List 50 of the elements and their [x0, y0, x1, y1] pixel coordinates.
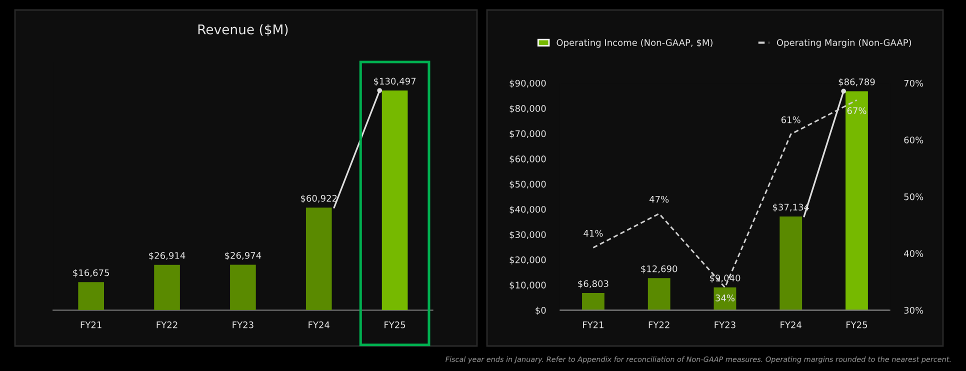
x-tick-label: FY24 — [780, 321, 802, 328]
data-label: 61% — [781, 116, 800, 124]
chart-title: Revenue ($M) — [198, 24, 288, 36]
x-tick-label: FY25 — [846, 321, 868, 328]
y-tick-label: $40,000 — [510, 206, 546, 214]
x-tick-label: FY21 — [583, 321, 604, 328]
y2-tick-label: 60% — [904, 136, 924, 144]
y-tick-label: $50,000 — [510, 180, 546, 189]
bar — [154, 264, 180, 310]
y-tick-label: $70,000 — [510, 130, 546, 138]
bar — [78, 282, 104, 310]
y-tick-label: $20,000 — [510, 256, 546, 264]
bar — [648, 278, 670, 310]
data-label: $26,914 — [149, 252, 186, 260]
legend-label: Operating Income (Non-GAAP, $M) — [556, 38, 712, 48]
bar — [382, 90, 408, 310]
y2-tick-label: 50% — [904, 193, 924, 200]
bar — [846, 91, 868, 310]
legend-label: Operating Margin (Non-GAAP) — [776, 38, 912, 48]
x-tick-label: FY22 — [648, 321, 670, 328]
data-label: 67% — [847, 107, 866, 114]
data-label: 47% — [650, 196, 669, 203]
x-tick-label: FY22 — [156, 321, 178, 328]
y2-tick-label: 30% — [904, 306, 924, 314]
data-label: $130,497 — [374, 78, 416, 86]
data-label: 34% — [716, 294, 735, 302]
bar — [306, 208, 332, 310]
y-tick-label: $0 — [536, 306, 546, 315]
x-tick-label: FY23 — [714, 321, 736, 328]
x-tick-label: FY24 — [308, 321, 330, 328]
y2-tick-label: 40% — [904, 250, 924, 257]
bar — [780, 216, 802, 310]
y-tick-label: $80,000 — [510, 104, 546, 114]
data-label: $60,922 — [300, 194, 337, 203]
x-tick-label: FY21 — [80, 321, 102, 328]
data-label: $26,974 — [225, 252, 262, 260]
data-label: $16,675 — [73, 269, 109, 278]
x-tick-label: FY23 — [232, 321, 254, 328]
y-tick-label: $10,000 — [510, 282, 546, 290]
y-tick-label: $90,000 — [510, 80, 546, 88]
bar — [582, 292, 604, 310]
x-tick-label: FY25 — [384, 321, 406, 328]
y2-tick-label: 70% — [904, 80, 924, 87]
y-tick-label: $60,000 — [510, 155, 546, 164]
data-label: $86,789 — [838, 78, 875, 86]
y-tick-label: $30,000 — [510, 231, 546, 240]
data-label: 41% — [584, 230, 603, 237]
data-label: $6,803 — [578, 280, 608, 288]
bar — [230, 264, 256, 310]
data-label: $12,690 — [641, 265, 678, 274]
